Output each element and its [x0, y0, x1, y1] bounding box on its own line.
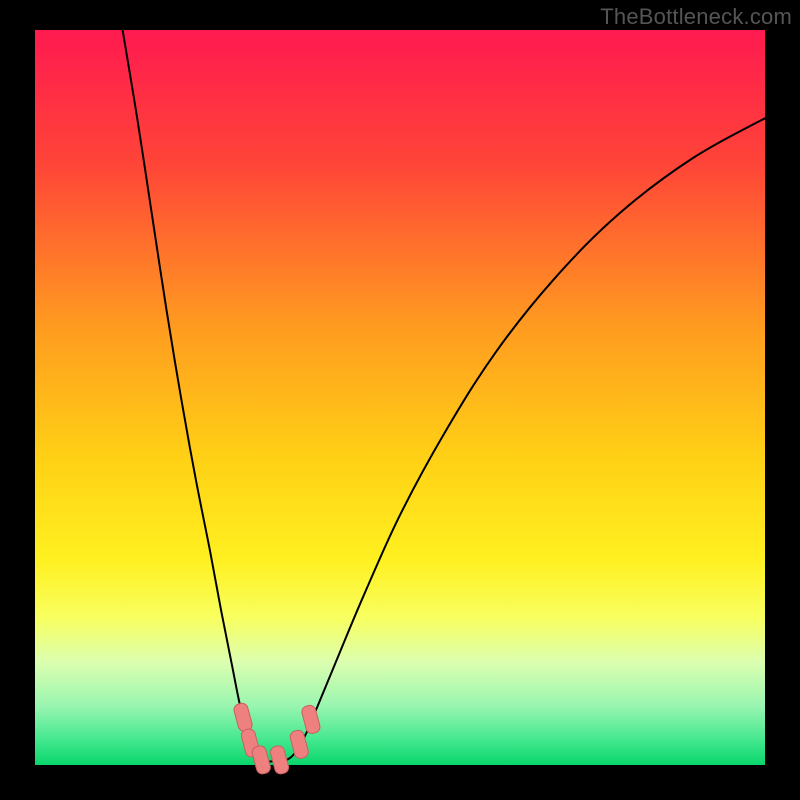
watermark-text: TheBottleneck.com	[600, 4, 792, 30]
bottleneck-chart	[0, 0, 800, 800]
chart-gradient-bg	[35, 30, 765, 765]
chart-stage: TheBottleneck.com	[0, 0, 800, 800]
